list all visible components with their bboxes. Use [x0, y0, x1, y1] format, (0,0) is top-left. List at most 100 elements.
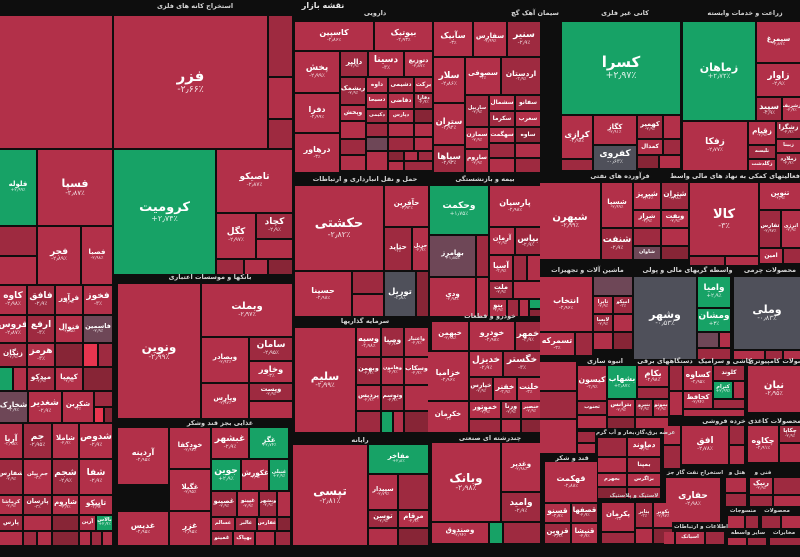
tile-دفارا[interactable]: دفارا -۲٫۹٪ — [415, 94, 432, 108]
tile-زملارد[interactable]: زملارد -۲٫۹٪ — [777, 154, 800, 170]
tile-وامید[interactable]: وامید -۲٫۹٪ — [502, 493, 540, 521]
tile-سصوفی[interactable]: سصوفی -۳٪ — [466, 58, 500, 94]
tile-سآبیک[interactable]: سآبیک -۳٪ — [434, 22, 472, 56]
tile-قسنو[interactable]: قسنو -۲٫۷٪ — [545, 504, 570, 522]
tile-توسن[interactable]: توسن -۲٫۹٪ — [369, 511, 397, 527]
tile-filler[interactable] — [748, 538, 766, 545]
tile-غفارس[interactable]: غفارس — [258, 518, 276, 530]
tile-وبانک[interactable]: وبانک -۲٫۹۸٪ — [432, 443, 500, 521]
tile-دفرا[interactable]: دفرا -۲٫۹۹٪ — [295, 94, 339, 132]
tile-تنوین[interactable]: تنوین -۲٫۹٪ — [760, 183, 800, 209]
tile-کسرا[interactable]: کسرا +۲٫۹۷٪ — [562, 22, 680, 114]
tile-filler[interactable] — [730, 426, 744, 444]
tile-filler[interactable] — [84, 344, 97, 366]
tile-هرمز[interactable]: هرمز -۳٪ — [28, 344, 54, 366]
tile-زقیام[interactable]: زقیام -۲٫۹٪ — [749, 122, 775, 144]
tile-وپست[interactable]: وپست -۲٫۹٪ — [250, 384, 292, 400]
tile-filler[interactable] — [367, 152, 387, 170]
tile-filler[interactable] — [614, 315, 632, 331]
tile-غسالم[interactable]: غسالم — [212, 518, 234, 530]
tile-بالاس[interactable]: بالاس +۲٫۹٪ — [97, 516, 112, 530]
tile-حکشتی[interactable]: حکشتی -۲٫۸۲٪ — [295, 186, 383, 270]
tile-میدکو[interactable]: میدکو -۲٫۹٪ — [28, 368, 54, 390]
tile-filler[interactable] — [217, 260, 243, 274]
tile-filler[interactable] — [257, 240, 292, 258]
tile-پخش[interactable]: پخش -۲٫۹۹٪ — [295, 52, 339, 92]
tile-وبصادر[interactable]: وبصادر -۲٫۹۳٪ — [202, 338, 248, 382]
tile-جم پیلن[interactable]: جم پیلن -۳٪ — [24, 460, 51, 494]
tile-filler[interactable] — [105, 408, 112, 422]
tile-filler[interactable] — [660, 156, 680, 168]
tile-خپارس[interactable]: خپارس -۲٫۹٪ — [470, 378, 492, 400]
tile-زماهان[interactable]: زماهان +۲٫۷۲٪ — [683, 22, 755, 120]
tile-filler[interactable] — [103, 532, 112, 545]
tile-filler[interactable] — [0, 227, 36, 255]
tile-پتایر[interactable]: پتایر -۳٪ — [636, 503, 652, 527]
tile-سفارس[interactable]: سفارس -۲٫۹۹٪ — [474, 22, 506, 56]
tile-filler[interactable] — [24, 516, 51, 530]
tile-filler[interactable] — [415, 110, 432, 122]
tile-ومشان[interactable]: ومشان +۳٪ — [698, 309, 730, 331]
tile-تسمرکه[interactable]: تسمرکه -۳٪ — [540, 333, 574, 355]
tile-وتوسم[interactable]: وتوسم -۲٫۹٪ — [382, 386, 403, 410]
tile-filler[interactable] — [726, 257, 758, 265]
tile-filler[interactable] — [417, 272, 428, 316]
tile-filler[interactable] — [99, 344, 112, 366]
tile-filler[interactable] — [784, 249, 800, 263]
tile-حسینا[interactable]: حسینا -۲٫۹۸٪ — [295, 272, 351, 316]
tile-filler[interactable] — [598, 488, 626, 498]
tile-filler[interactable] — [0, 257, 36, 284]
tile-دسینا[interactable]: دسینا -۳٪ — [369, 52, 403, 76]
tile-فصبا[interactable]: فصبا -۲٫۹۸٪ — [82, 227, 112, 284]
tile-بهامرز[interactable]: بهامرز +۱٫۸۵٪ — [430, 236, 475, 276]
tile-filler[interactable] — [278, 518, 290, 530]
tile-آریا[interactable]: آریا -۲٫۹۸٪ — [0, 424, 22, 458]
tile-کهرام[interactable] — [734, 382, 744, 398]
tile-غگز[interactable]: غگز +۲٫۷۴٪ — [250, 428, 288, 458]
tile-وسپه[interactable]: وسپه -۲٫۹۸٪ — [357, 328, 380, 356]
tile-filler[interactable] — [714, 400, 744, 408]
tile-filler[interactable] — [726, 478, 746, 492]
tile-سپیدار[interactable]: سپیدار -۲٫۷۹٪ — [369, 475, 397, 509]
tile-وصندوق[interactable]: وصندوق -۲٫۹۴٪ — [432, 523, 488, 543]
tile-filler[interactable] — [628, 488, 660, 498]
tile-فجر[interactable]: فجر -۲٫۸۹٪ — [38, 227, 80, 284]
tile-فرآور[interactable]: فرآور -۲٫۹٪ — [56, 286, 82, 314]
tile-بموتو[interactable]: بموتو -۲٫۹٪ — [654, 400, 668, 416]
tile-کیسون[interactable]: کیسون -۲٫۹٪ — [578, 366, 606, 400]
tile-filler[interactable] — [774, 478, 800, 494]
tile-filler[interactable] — [405, 152, 417, 160]
tile-filler[interactable] — [269, 120, 292, 148]
tile-filler[interactable] — [638, 388, 668, 398]
tile-filler[interactable] — [766, 351, 782, 359]
tile-کگل[interactable]: کگل -۲٫۹۷٪ — [217, 214, 255, 258]
tile-کوثر[interactable] — [514, 256, 526, 280]
tile-filler[interactable] — [780, 444, 800, 462]
tile-وغدیر[interactable]: وغدیر -۲٫۹۸٪ — [502, 443, 540, 491]
tile-ریشمک[interactable]: ریشمک -۲٫۹٪ — [341, 78, 365, 104]
tile-وپارس[interactable]: وپارس -۲٫۹۷٪ — [202, 384, 248, 418]
tile-فزر[interactable]: فزر -۲٫۶۶٪ — [114, 16, 267, 148]
tile-filler[interactable] — [399, 475, 428, 509]
tile-filler[interactable] — [698, 349, 730, 359]
tile-filler[interactable] — [38, 532, 51, 545]
tile-filler[interactable] — [608, 418, 634, 428]
tile-کالا[interactable]: کالا -۳٪ — [690, 183, 758, 255]
tile-filler[interactable] — [540, 362, 576, 390]
tile-کاوه[interactable]: کاوه -۲٫۹۸٪ — [0, 286, 26, 314]
tile-filler[interactable] — [470, 420, 500, 432]
tile-غگیلا[interactable]: غگیلا -۲٫۹۵٪ — [170, 470, 210, 510]
tile-انرژی[interactable]: انرژی -۲٫۹٪ — [782, 211, 800, 247]
tile-filler[interactable] — [250, 402, 292, 418]
tile-بزاگرس[interactable]: بزاگرس — [628, 474, 660, 486]
tile-امین[interactable]: امین — [760, 249, 782, 263]
tile-شتران[interactable]: شتران -۲٫۹۸٪ — [662, 183, 688, 209]
tile-filler[interactable] — [664, 446, 680, 468]
tile-filler[interactable] — [594, 277, 632, 295]
tile-filler[interactable] — [341, 140, 365, 154]
tile-خمهر[interactable]: خمهر -۲٫۹٪ — [516, 322, 540, 350]
tile-آرمان[interactable]: آرمان -۲٫۹٪ — [490, 228, 514, 254]
tile-filler[interactable] — [530, 300, 540, 308]
tile-نیان[interactable]: نیان -۲٫۹۵٪ — [748, 366, 800, 412]
tile-خزامیا[interactable]: خزامیا -۲٫۹۶٪ — [428, 352, 468, 400]
